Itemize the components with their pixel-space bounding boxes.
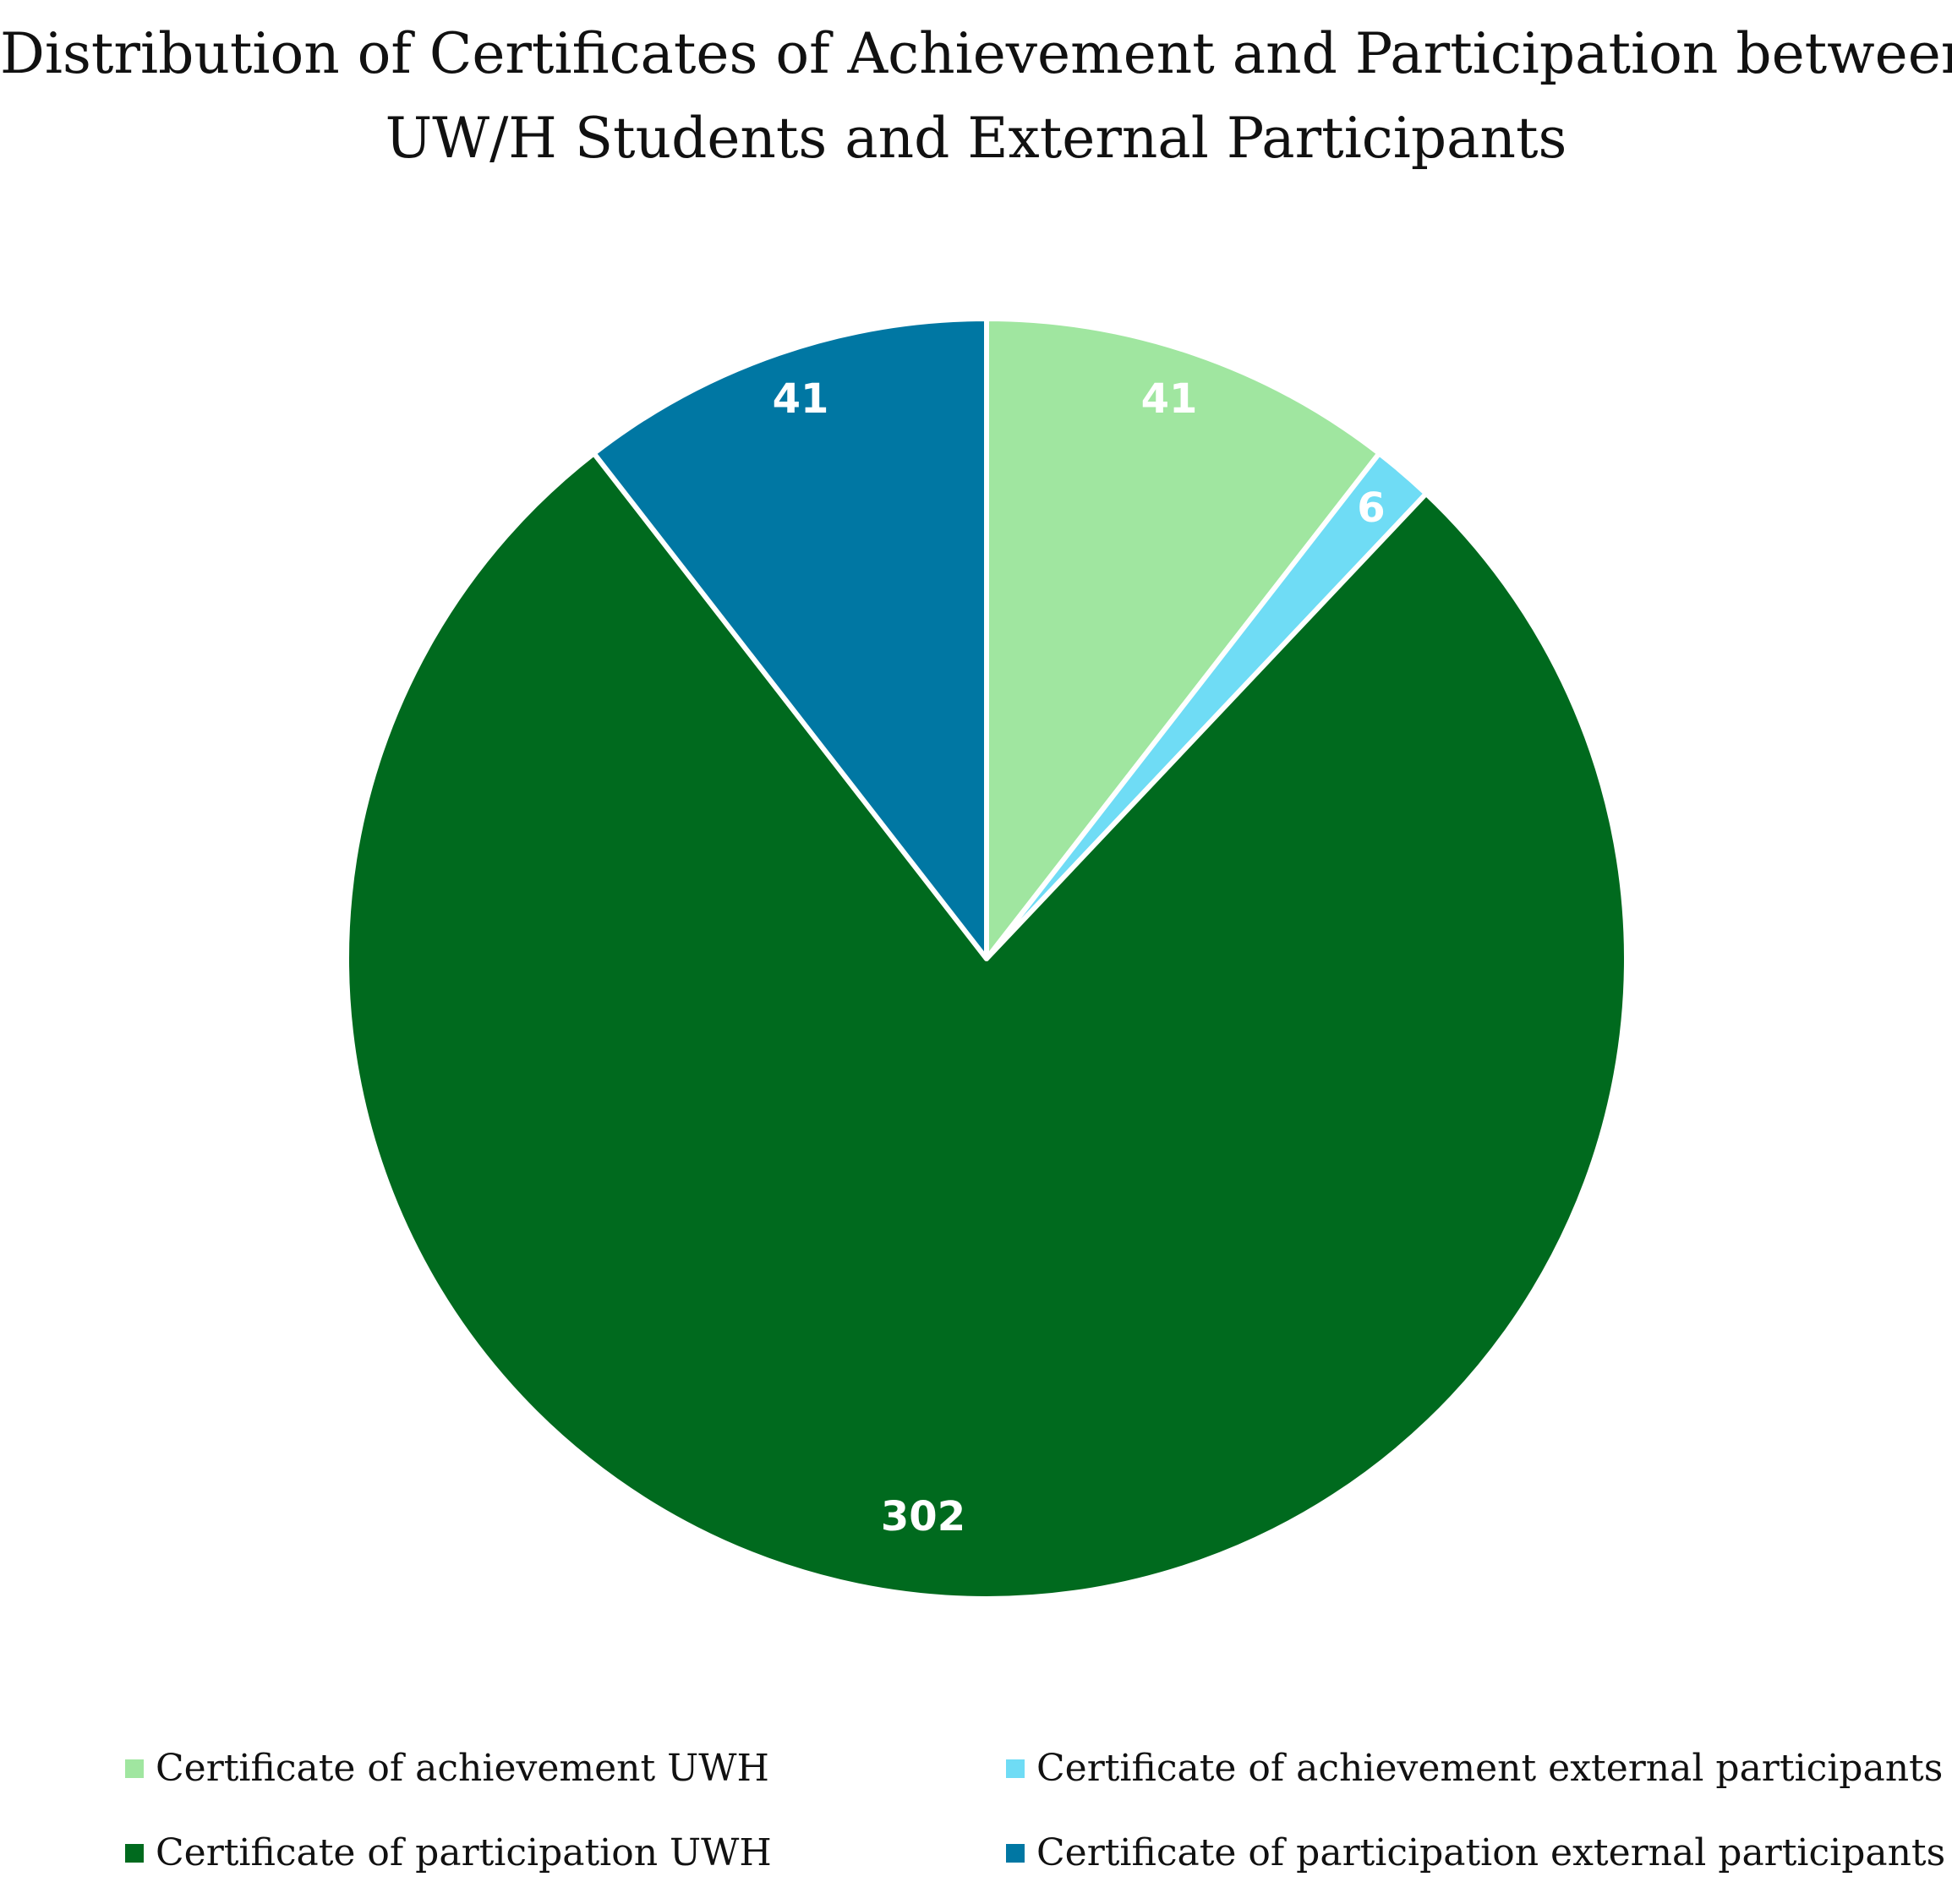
pie-slice-participation-external xyxy=(591,316,989,961)
chart-title-line-2: UW/H Students and External Participants xyxy=(385,106,1567,171)
legend-item-participation-external: Certificate of participation external pa… xyxy=(1006,1831,1945,1874)
legend-swatch-achievement-external xyxy=(1006,1759,1025,1778)
legend-label-achievement-uwh: Certificate of achievement UWH xyxy=(156,1747,769,1790)
chart-title: Distribution of Certificates of Achievem… xyxy=(0,12,1952,181)
pie-slice-achievement-uwh xyxy=(984,316,1382,961)
legend-item-achievement-uwh: Certificate of achievement UWH xyxy=(125,1747,769,1790)
legend-label-achievement-external: Certificate of achievement external part… xyxy=(1036,1747,1944,1790)
data-label-participation-uwh: 302 xyxy=(881,1493,965,1540)
chart-title-line-1: Distribution of Certificates of Achievem… xyxy=(0,21,1952,86)
data-label-achievement-uwh: 41 xyxy=(1141,375,1198,423)
legend-label-participation-uwh: Certificate of participation UWH xyxy=(156,1831,772,1874)
data-label-participation-external: 41 xyxy=(773,375,829,423)
legend-label-participation-external: Certificate of participation external pa… xyxy=(1036,1831,1946,1874)
data-label-achievement-external: 6 xyxy=(1357,484,1385,532)
pie-data-labels: 41 6 302 41 xyxy=(773,375,1386,1540)
legend-item-participation-uwh: Certificate of participation UWH xyxy=(125,1831,772,1874)
legend-item-achievement-external: Certificate of achievement external part… xyxy=(1006,1747,1943,1790)
legend-swatch-achievement-uwh xyxy=(125,1759,144,1778)
pie-slices xyxy=(344,316,1629,1601)
pie-slice-participation-uwh xyxy=(344,451,1629,1601)
legend-swatch-participation-external xyxy=(1006,1843,1025,1863)
legend-swatch-participation-uwh xyxy=(125,1843,144,1863)
